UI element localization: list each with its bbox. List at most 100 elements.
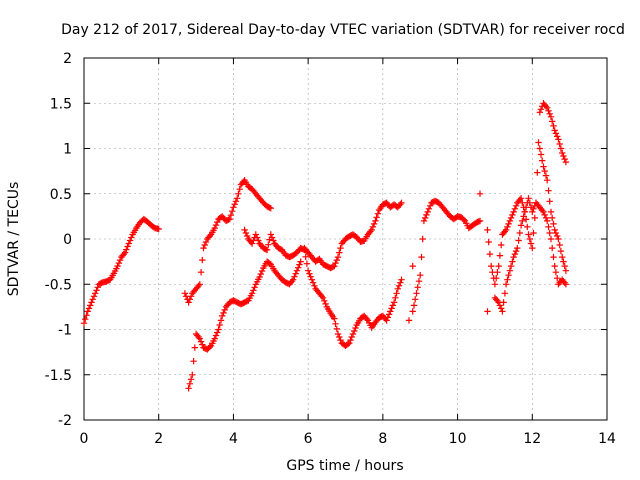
y-axis-label: SDTVAR / TECUs bbox=[6, 182, 22, 297]
data-point-marker bbox=[291, 273, 298, 280]
data-point-marker bbox=[526, 199, 533, 206]
data-point-marker bbox=[185, 385, 192, 392]
data-point-marker bbox=[397, 201, 404, 208]
y-tick-label: 0.5 bbox=[50, 187, 72, 203]
data-point-marker bbox=[263, 246, 271, 254]
data-point-marker bbox=[505, 220, 512, 228]
data-point-marker bbox=[506, 267, 514, 274]
data-point-marker bbox=[556, 140, 563, 148]
data-point-marker bbox=[84, 308, 91, 315]
data-point-marker bbox=[388, 305, 395, 312]
data-point-marker bbox=[398, 199, 405, 206]
data-point-marker bbox=[186, 296, 193, 303]
data-point-marker bbox=[311, 282, 318, 289]
data-point-marker bbox=[351, 327, 358, 335]
data-point-marker bbox=[85, 305, 93, 312]
data-point-marker bbox=[288, 278, 296, 285]
data-point-marker bbox=[80, 320, 88, 327]
data-point-marker bbox=[547, 208, 555, 216]
data-point-marker bbox=[552, 130, 560, 137]
data-point-marker bbox=[211, 224, 218, 232]
data-point-marker bbox=[537, 151, 545, 158]
data-point-marker bbox=[517, 222, 525, 229]
data-point-marker bbox=[505, 272, 512, 279]
data-point-marker bbox=[202, 238, 210, 246]
x-tick-label: 10 bbox=[449, 431, 467, 447]
data-point-marker bbox=[235, 190, 242, 197]
data-point-marker bbox=[509, 211, 516, 219]
data-point-marker bbox=[199, 341, 206, 348]
x-tick-label: 4 bbox=[229, 431, 238, 447]
data-point-marker bbox=[304, 267, 312, 274]
data-point-marker bbox=[512, 247, 520, 255]
data-point-marker bbox=[549, 118, 556, 125]
data-point-marker bbox=[546, 110, 553, 117]
data-point-marker bbox=[191, 344, 198, 351]
data-point-marker bbox=[410, 302, 418, 309]
data-point-marker bbox=[514, 244, 521, 252]
y-axis-tick-labels: -2 -1.5 -1 -0.5 0 0.5 1 1.5 2 bbox=[45, 51, 72, 429]
data-point-marker bbox=[536, 109, 543, 116]
data-point-marker bbox=[216, 321, 223, 329]
data-point-marker bbox=[231, 201, 238, 208]
data-point-marker bbox=[89, 296, 96, 303]
data-point-marker bbox=[519, 217, 526, 225]
data-point-marker bbox=[387, 308, 394, 315]
data-point-marker bbox=[419, 235, 426, 243]
data-point-marker bbox=[344, 340, 352, 348]
data-point-marker bbox=[322, 300, 329, 308]
data-point-marker bbox=[334, 330, 342, 338]
data-point-marker bbox=[82, 316, 89, 323]
data-point-marker bbox=[546, 229, 553, 237]
data-point-marker bbox=[196, 281, 203, 288]
data-point-marker bbox=[511, 205, 519, 212]
data-point-marker bbox=[512, 202, 520, 209]
data-point-marker bbox=[556, 241, 563, 249]
data-point-marker bbox=[555, 136, 562, 143]
data-point-marker bbox=[116, 256, 124, 264]
data-point-marker bbox=[123, 246, 130, 253]
data-point-marker bbox=[535, 139, 542, 146]
data-point-marker bbox=[499, 308, 506, 315]
data-point-marker bbox=[547, 113, 555, 120]
data-point-marker bbox=[318, 293, 325, 300]
data-point-marker bbox=[412, 296, 419, 303]
data-point-marker bbox=[485, 238, 492, 246]
data-point-marker bbox=[217, 317, 225, 324]
data-point-marker bbox=[551, 262, 558, 270]
data-point-marker bbox=[384, 314, 391, 321]
data-point-marker bbox=[197, 338, 205, 345]
y-tick-label: -1.5 bbox=[45, 368, 72, 384]
y-tick-label: -2 bbox=[58, 413, 72, 429]
chart-title: Day 212 of 2017, Sidereal Day-to-day VTE… bbox=[61, 22, 625, 38]
data-point-marker bbox=[552, 229, 560, 237]
data-point-marker bbox=[488, 262, 495, 270]
data-point-marker bbox=[295, 264, 302, 271]
data-point-marker bbox=[199, 256, 206, 264]
data-point-marker bbox=[186, 380, 193, 387]
data-point-marker bbox=[560, 152, 567, 160]
data-point-marker bbox=[515, 237, 522, 244]
data-point-marker bbox=[348, 333, 355, 341]
data-point-marker bbox=[414, 284, 421, 291]
data-point-marker bbox=[196, 335, 203, 342]
data-point-marker bbox=[227, 212, 235, 219]
data-point-marker bbox=[544, 177, 551, 184]
data-point-marker bbox=[554, 133, 561, 140]
data-point-marker bbox=[393, 290, 400, 297]
data-point-marker bbox=[211, 335, 218, 342]
data-point-marker bbox=[498, 241, 505, 249]
data-point-marker bbox=[329, 263, 337, 270]
data-point-marker bbox=[331, 315, 338, 322]
data-point-marker bbox=[332, 320, 339, 327]
data-point-marker bbox=[302, 253, 309, 260]
data-point-marker bbox=[267, 231, 274, 238]
data-point-marker bbox=[267, 205, 274, 212]
data-point-marker bbox=[383, 317, 390, 324]
data-point-marker bbox=[296, 261, 303, 268]
data-point-marker bbox=[189, 371, 196, 378]
data-point-marker bbox=[539, 157, 546, 164]
x-tick-label: 8 bbox=[378, 431, 387, 447]
data-point-marker bbox=[545, 223, 552, 231]
data-point-marker bbox=[529, 244, 536, 252]
